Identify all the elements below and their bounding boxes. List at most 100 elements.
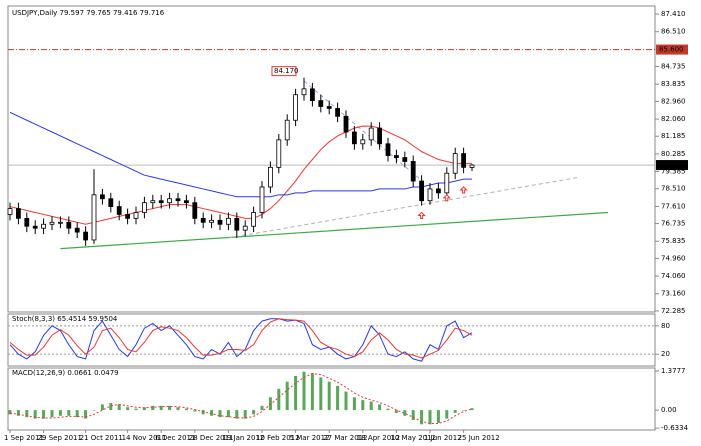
y-tick-label: 82.060	[661, 115, 686, 123]
macd-bar	[302, 371, 306, 411]
macd-bar	[168, 405, 172, 411]
candle-body	[259, 186, 265, 213]
y-tick-label: 0.00	[661, 406, 677, 414]
y-tick-label: 81.185	[661, 132, 686, 140]
macd-bar	[67, 410, 71, 416]
annotation-label: 84.170	[274, 67, 299, 75]
candle-body	[125, 214, 130, 219]
y-tick-label: 20	[661, 350, 670, 358]
macd-bar	[25, 410, 29, 418]
candle-body	[74, 227, 80, 233]
macd-bar	[378, 404, 382, 411]
indicator-line	[9, 125, 472, 225]
annotation-box	[271, 66, 297, 77]
candle-body	[267, 166, 273, 188]
macd-bar	[319, 377, 323, 411]
candle-body	[133, 212, 139, 219]
macd-bar	[285, 381, 289, 411]
macd-bar	[420, 410, 424, 425]
y-tick-label: 1.3777	[661, 367, 686, 375]
candle-body	[444, 172, 450, 194]
y-tick-label: 82.960	[661, 97, 686, 105]
candle-body	[326, 106, 332, 109]
last-price-label: 79.716	[659, 161, 684, 169]
macd-bar	[176, 407, 180, 411]
x-tick-label: 14 Nov 2011	[122, 434, 167, 442]
candle-body	[335, 108, 341, 117]
y-tick-label: 86.510	[661, 28, 686, 36]
macd-bar	[50, 410, 54, 418]
macd-bar	[235, 410, 239, 419]
macd-bar	[394, 410, 398, 413]
y-tick-label: 74.060	[661, 272, 686, 280]
candle-body	[351, 131, 357, 145]
candle-body	[225, 217, 231, 225]
y-tick-label: 73.160	[661, 290, 686, 298]
candle-body	[217, 219, 223, 225]
price-title: USDJPY,Daily 79.597 79.765 79.416 79.716	[12, 9, 165, 17]
candle-body	[427, 188, 433, 202]
y-tick-label: 75.835	[661, 237, 686, 245]
candle-body	[183, 200, 189, 204]
candle-body	[100, 194, 105, 200]
macd-bar	[310, 373, 314, 411]
macd-panel	[7, 367, 656, 431]
macd-bar	[58, 410, 62, 416]
candle-body	[209, 219, 215, 223]
macd-bar	[126, 407, 130, 411]
x-tick-label: 28 Dec 2011	[189, 434, 234, 442]
candle-body	[360, 139, 366, 145]
trendline	[60, 211, 609, 250]
y-tick-label: -0.6334	[661, 424, 689, 432]
y-tick-label: 77.610	[661, 202, 686, 210]
macd-bar	[42, 410, 46, 419]
candle-body	[108, 198, 114, 207]
x-tick-label: 18 Apr 2012	[357, 434, 400, 442]
last-price-box	[656, 160, 688, 171]
level-label-box	[656, 44, 688, 55]
candle-body	[158, 200, 164, 204]
indicator-line	[9, 318, 473, 359]
x-tick-label: 25 Jun 2012	[458, 434, 500, 442]
level-label: 85.600	[659, 46, 684, 54]
candle-body	[461, 153, 467, 168]
candle-body	[192, 202, 198, 219]
candle-body	[58, 221, 63, 224]
macd-bar	[386, 408, 390, 411]
macd-bar	[109, 402, 113, 411]
macd-bar	[361, 400, 365, 411]
x-tick-label: 21 Oct 2011	[80, 434, 123, 442]
macd-bar	[268, 397, 272, 411]
macd-bar	[470, 408, 474, 411]
x-tick-label: 1 Jun 2012	[424, 434, 462, 442]
candle-body	[368, 127, 374, 141]
candle-body	[293, 94, 299, 121]
indicator-line	[9, 373, 473, 424]
candle-body	[385, 143, 391, 156]
macd-bar	[243, 410, 247, 419]
candle-body	[175, 198, 181, 202]
macd-bar	[151, 405, 155, 411]
candle-body	[66, 221, 72, 229]
price-panel	[7, 5, 656, 313]
stoch-panel	[7, 313, 656, 367]
y-tick-label: 79.385	[661, 168, 686, 176]
candle-body	[15, 208, 21, 219]
candle-body	[452, 153, 458, 174]
macd-bar	[428, 410, 432, 425]
candle-body	[24, 217, 30, 227]
candle-body	[150, 200, 156, 204]
macd-bar	[16, 410, 20, 416]
macd-bar	[462, 410, 466, 411]
x-tick-label: 10 Feb 2012	[256, 434, 300, 442]
stoch-title: Stoch(8,3,3) 65.4514 59.9504	[12, 315, 118, 323]
candle-body	[91, 194, 97, 241]
candle-body	[469, 164, 475, 168]
candle-body	[318, 100, 324, 107]
y-tick-label: 80.285	[661, 150, 686, 158]
macd-bar	[369, 401, 373, 411]
y-tick-label: 83.835	[661, 80, 686, 88]
candle-body	[435, 188, 441, 194]
macd-bar	[403, 410, 407, 416]
